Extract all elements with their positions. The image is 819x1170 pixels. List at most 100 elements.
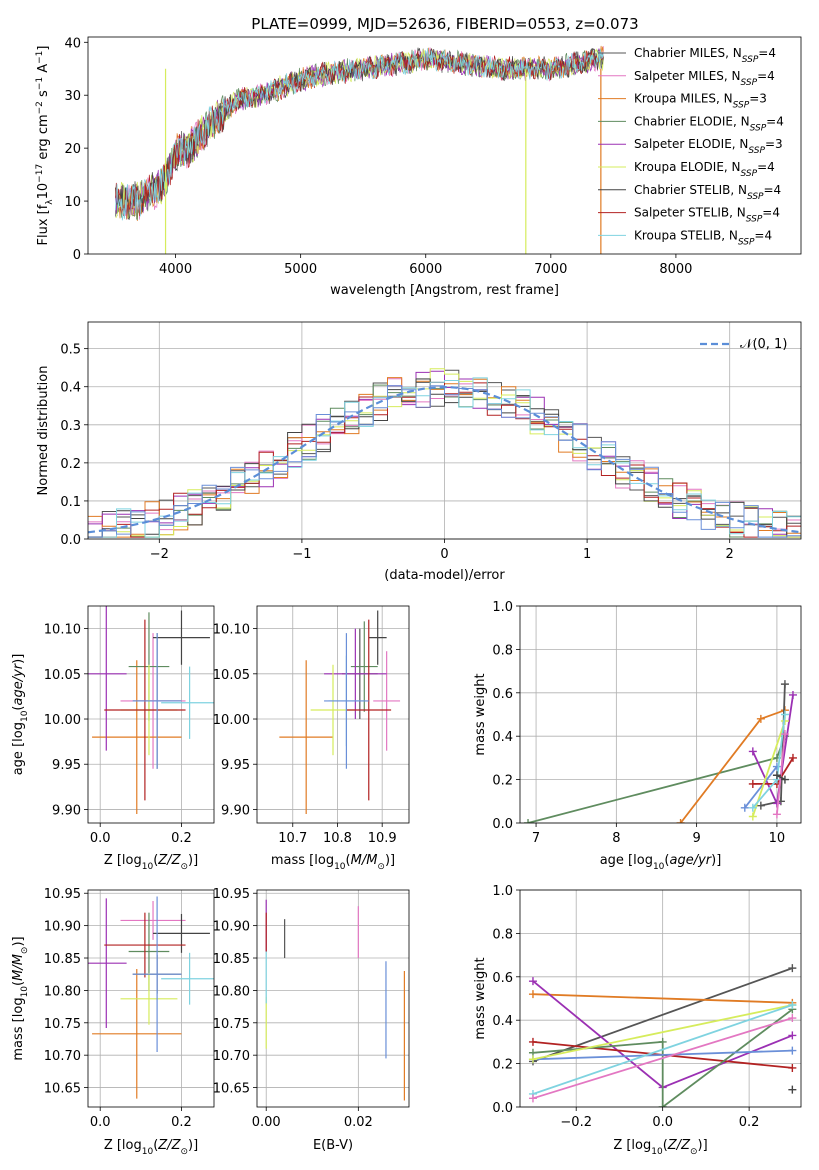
errorbar-point [132,633,182,769]
x-axis-label: (data-model)/error [384,568,505,583]
figure-title: PLATE=0999, MJD=52636, FIBERID=0553, z=0… [251,15,638,33]
label-part: mass [log [271,853,334,868]
y-tick-label: 9.90 [52,803,81,818]
panel-mass-EBV: 0.00 0.02 10.65 10.70 10.75 10.80 10.85 10.90 10… [213,887,410,1153]
x-tick-label: 0.00 [252,1115,281,1130]
weight-marker [788,1001,797,1010]
label-part: =3 [765,137,783,151]
y-tick-label: 0.2 [492,1058,513,1073]
label-part: ( [11,706,26,711]
y-tick-label: 1.0 [492,884,513,899]
plot-area [524,680,797,823]
label-part: )] [385,853,395,868]
x-tick-label: 9 [692,831,700,846]
x-tick-label: 10.8 [323,831,352,846]
errorbar-point [92,660,182,814]
label-part: Z/Z [667,1138,691,1153]
weight-line [776,733,786,815]
axes-frame [87,889,215,1108]
y-axis-label: age [log10(age/yr)] [11,654,30,776]
label-part: SSP [747,192,764,202]
label-part: =4 [754,228,772,242]
y-tick-label: 10 [64,195,81,210]
label-part: age/yr [11,662,26,705]
y-tick-label: 40 [64,36,81,51]
legend-label: Kroupa STELIB, NSSP=4 [634,228,772,247]
weight-line [532,1049,793,1061]
label-part: ( [663,1138,668,1153]
label-part: ( [153,853,158,868]
weight-marker [788,964,797,973]
weight-marker [788,753,797,762]
x-tick-label: 0.2 [171,1115,192,1130]
weight-marker [788,1046,797,1055]
label-part: Z [log [104,853,142,868]
label-part: ⊙ [20,947,30,955]
x-tick-label: 7000 [534,262,567,277]
x-tick-label: 6000 [409,262,442,277]
label-part: Z/Z [157,853,181,868]
plot-area [279,610,401,814]
label-part: Z [log [104,1138,142,1153]
axes-frame [256,605,410,824]
y-tick-label: 10.75 [213,1017,250,1032]
label-part: 10 [36,183,51,200]
weight-marker [780,730,789,739]
errorbar-point [104,619,186,801]
label-part: Kroupa STELIB, N [634,228,738,242]
label-part: age [log [11,722,26,775]
label-part: ( [11,981,26,986]
errorbar-point [324,633,369,769]
y-axis-label: mass [log10(M/M⊙)] [11,936,30,1060]
histogram-step [88,377,801,538]
y-tick-label: 10.10 [44,623,81,638]
x-tick-label: 10.7 [278,831,307,846]
x-tick-label: 0.02 [344,1115,373,1130]
x-tick-label: 0 [440,547,448,562]
label-part: age [log [600,853,653,868]
x-axis-label: wavelength [Angstrom, rest frame] [330,283,559,298]
x-axis-label: Z [log10(Z/Z⊙)] [104,853,198,872]
errorbar-point [132,896,182,1052]
y-tick-label: 10.75 [44,1017,81,1032]
weight-marker [528,1094,537,1103]
weight-marker [748,779,757,788]
x-tick-label: 1 [583,547,591,562]
legend-label: Chabrier ELODIE, NSSP=4 [634,114,784,133]
axes-frame [87,605,215,824]
label-part: SSP [748,146,765,156]
x-axis-label: age [log10(age/yr)] [600,853,722,872]
label-part: ⊙ [180,862,188,872]
y-tick-label: 0.8 [492,643,513,658]
label-part: Z [log [613,1138,651,1153]
label-part: 10 [142,862,154,872]
label-part: erg cm [36,114,51,163]
label-part: Chabrier MILES, N [634,46,742,60]
label-part: Salpeter STELIB, N [634,206,746,220]
weight-marker [788,1063,797,1072]
label-part: =4 [764,183,782,197]
panel-residuals: −2 −1 0 1 2 0.0 0.1 0.2 0.3 0.4 0.5 (data-model)/er… [36,321,802,583]
label-part: λ [45,199,55,205]
y-tick-label: 10.70 [213,1049,250,1064]
label-part: 10 [334,862,346,872]
label-part: SSP [733,101,750,111]
errorbar-point [161,666,214,739]
weight-marker [748,747,757,756]
y-tick-label: 10.95 [44,887,81,902]
label-part: M/M [351,853,378,868]
label-part: )] [711,853,721,868]
y-tick-label: 0.3 [60,419,81,434]
y-tick-label: 1.0 [492,600,513,615]
y-tick-label: 10.80 [213,984,250,999]
y-tick-label: 10.05 [44,668,81,683]
y-tick-label: 0.1 [60,495,81,510]
y-tick-label: 9.95 [221,758,250,773]
y-axis-label: mass weight [473,957,488,1039]
x-tick-label: 2 [726,547,734,562]
y-tick-label: 30 [64,89,81,104]
axes-frame [87,36,802,255]
label-part: Chabrier ELODIE, N [634,114,750,128]
